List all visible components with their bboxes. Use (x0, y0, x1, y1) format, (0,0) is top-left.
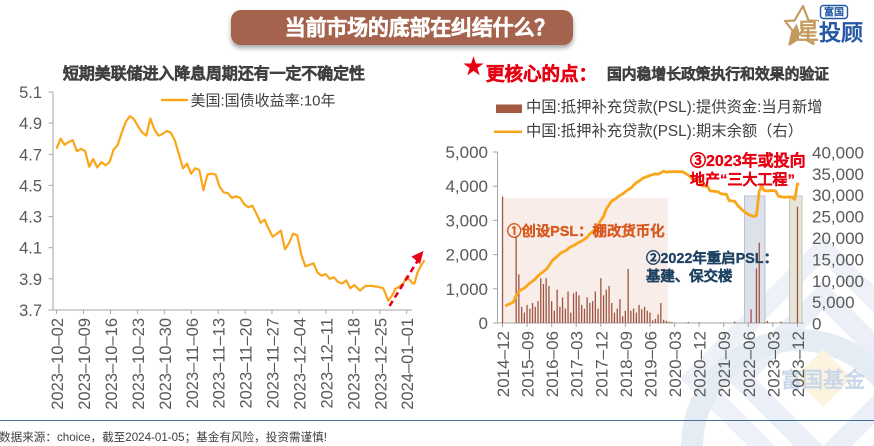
svg-text:2023–12–11: 2023–12–11 (318, 318, 336, 409)
svg-text:2023–10–09: 2023–10–09 (76, 318, 94, 410)
svg-text:4.1: 4.1 (19, 240, 42, 258)
svg-text:0: 0 (479, 314, 488, 333)
svg-text:5,000: 5,000 (445, 143, 488, 162)
svg-text:2023–10–23: 2023–10–23 (130, 318, 148, 410)
svg-text:5.1: 5.1 (19, 84, 42, 102)
svg-text:0: 0 (812, 315, 821, 334)
svg-text:15,000: 15,000 (812, 250, 864, 269)
svg-text:4.7: 4.7 (19, 146, 42, 164)
svg-text:2022–06: 2022–06 (740, 331, 759, 397)
svg-text:2023–12–18: 2023–12–18 (345, 318, 363, 410)
svg-text:2023–12–25: 2023–12–25 (372, 318, 390, 410)
svg-text:2015–09: 2015–09 (519, 331, 538, 397)
svg-text:③2023年或投向: ③2023年或投向 (690, 151, 806, 170)
svg-text:2017–03: 2017–03 (568, 331, 587, 397)
svg-text:数据来源：choice，截至2024-01-05；基金有风险: 数据来源：choice，截至2024-01-05；基金有风险，投资需谨慎! (0, 430, 327, 444)
svg-text:2023–12: 2023–12 (789, 331, 808, 397)
svg-text:2023–11–06: 2023–11–06 (184, 318, 202, 409)
svg-text:4.9: 4.9 (19, 115, 42, 133)
svg-text:2021–09: 2021–09 (715, 331, 734, 397)
svg-text:2023–12–04: 2023–12–04 (292, 318, 310, 410)
svg-text:2019–06: 2019–06 (642, 331, 661, 397)
svg-text:5,000: 5,000 (812, 293, 855, 312)
svg-text:4.3: 4.3 (19, 209, 42, 227)
svg-text:投顾: 投顾 (819, 21, 863, 46)
svg-text:中国:抵押补充贷款(PSL):期末余额（右）: 中国:抵押补充贷款(PSL):期末余额（右） (526, 122, 803, 140)
svg-text:3.7: 3.7 (19, 302, 42, 320)
svg-text:2023–11–13: 2023–11–13 (211, 318, 229, 409)
svg-text:2023–11–20: 2023–11–20 (238, 318, 256, 409)
svg-text:2023–11–27: 2023–11–27 (265, 318, 283, 409)
svg-text:40,000: 40,000 (812, 144, 864, 163)
svg-text:星: 星 (797, 19, 819, 44)
svg-text:4,000: 4,000 (445, 177, 488, 196)
svg-text:2017–12: 2017–12 (592, 331, 611, 397)
svg-text:3,000: 3,000 (445, 211, 488, 230)
svg-text:2023–10–30: 2023–10–30 (157, 318, 175, 410)
svg-text:35,000: 35,000 (812, 165, 864, 184)
svg-text:①创设PSL：棚改货币化: ①创设PSL：棚改货币化 (507, 222, 665, 240)
svg-text:2023–10–16: 2023–10–16 (103, 318, 121, 410)
svg-text:2020–03: 2020–03 (666, 331, 685, 397)
svg-text:2014–12: 2014–12 (494, 331, 513, 397)
svg-text:2023–03: 2023–03 (764, 331, 783, 397)
svg-text:30,000: 30,000 (812, 186, 864, 205)
svg-text:当前市场的底部在纠结什么？: 当前市场的底部在纠结什么？ (285, 16, 555, 40)
svg-text:基建、保交楼: 基建、保交楼 (645, 267, 733, 285)
svg-text:富国基金: 富国基金 (781, 368, 866, 392)
svg-text:国内稳增长政策执行和效果的验证: 国内稳增长政策执行和效果的验证 (607, 65, 829, 83)
svg-text:富国: 富国 (824, 6, 844, 19)
svg-text:1,000: 1,000 (445, 280, 488, 299)
svg-text:2023–10–02: 2023–10–02 (49, 318, 67, 410)
svg-text:中国:抵押补充贷款(PSL):提供资金:当月新增: 中国:抵押补充贷款(PSL):提供资金:当月新增 (526, 99, 823, 116)
svg-text:4.5: 4.5 (19, 177, 42, 195)
svg-text:2018–09: 2018–09 (617, 331, 636, 397)
svg-text:20,000: 20,000 (812, 229, 864, 248)
svg-text:2024–01–01: 2024–01–01 (399, 318, 417, 410)
svg-text:短期美联储进入降息周期还有一定不确定性: 短期美联储进入降息周期还有一定不确定性 (63, 64, 365, 83)
svg-text:2020–12: 2020–12 (691, 331, 710, 397)
svg-text:3.9: 3.9 (19, 271, 42, 289)
svg-text:②2022年重启PSL：: ②2022年重启PSL： (646, 249, 778, 267)
svg-text:25,000: 25,000 (812, 208, 864, 227)
svg-text:美国:国债收益率:10年: 美国:国债收益率:10年 (191, 93, 336, 110)
svg-text:地产“三大工程”: 地产“三大工程” (690, 171, 795, 189)
svg-text:2016–06: 2016–06 (543, 331, 562, 397)
svg-text:10,000: 10,000 (812, 272, 864, 291)
svg-text:更核心的点：: 更核心的点： (486, 64, 597, 85)
svg-text:2,000: 2,000 (445, 246, 488, 265)
